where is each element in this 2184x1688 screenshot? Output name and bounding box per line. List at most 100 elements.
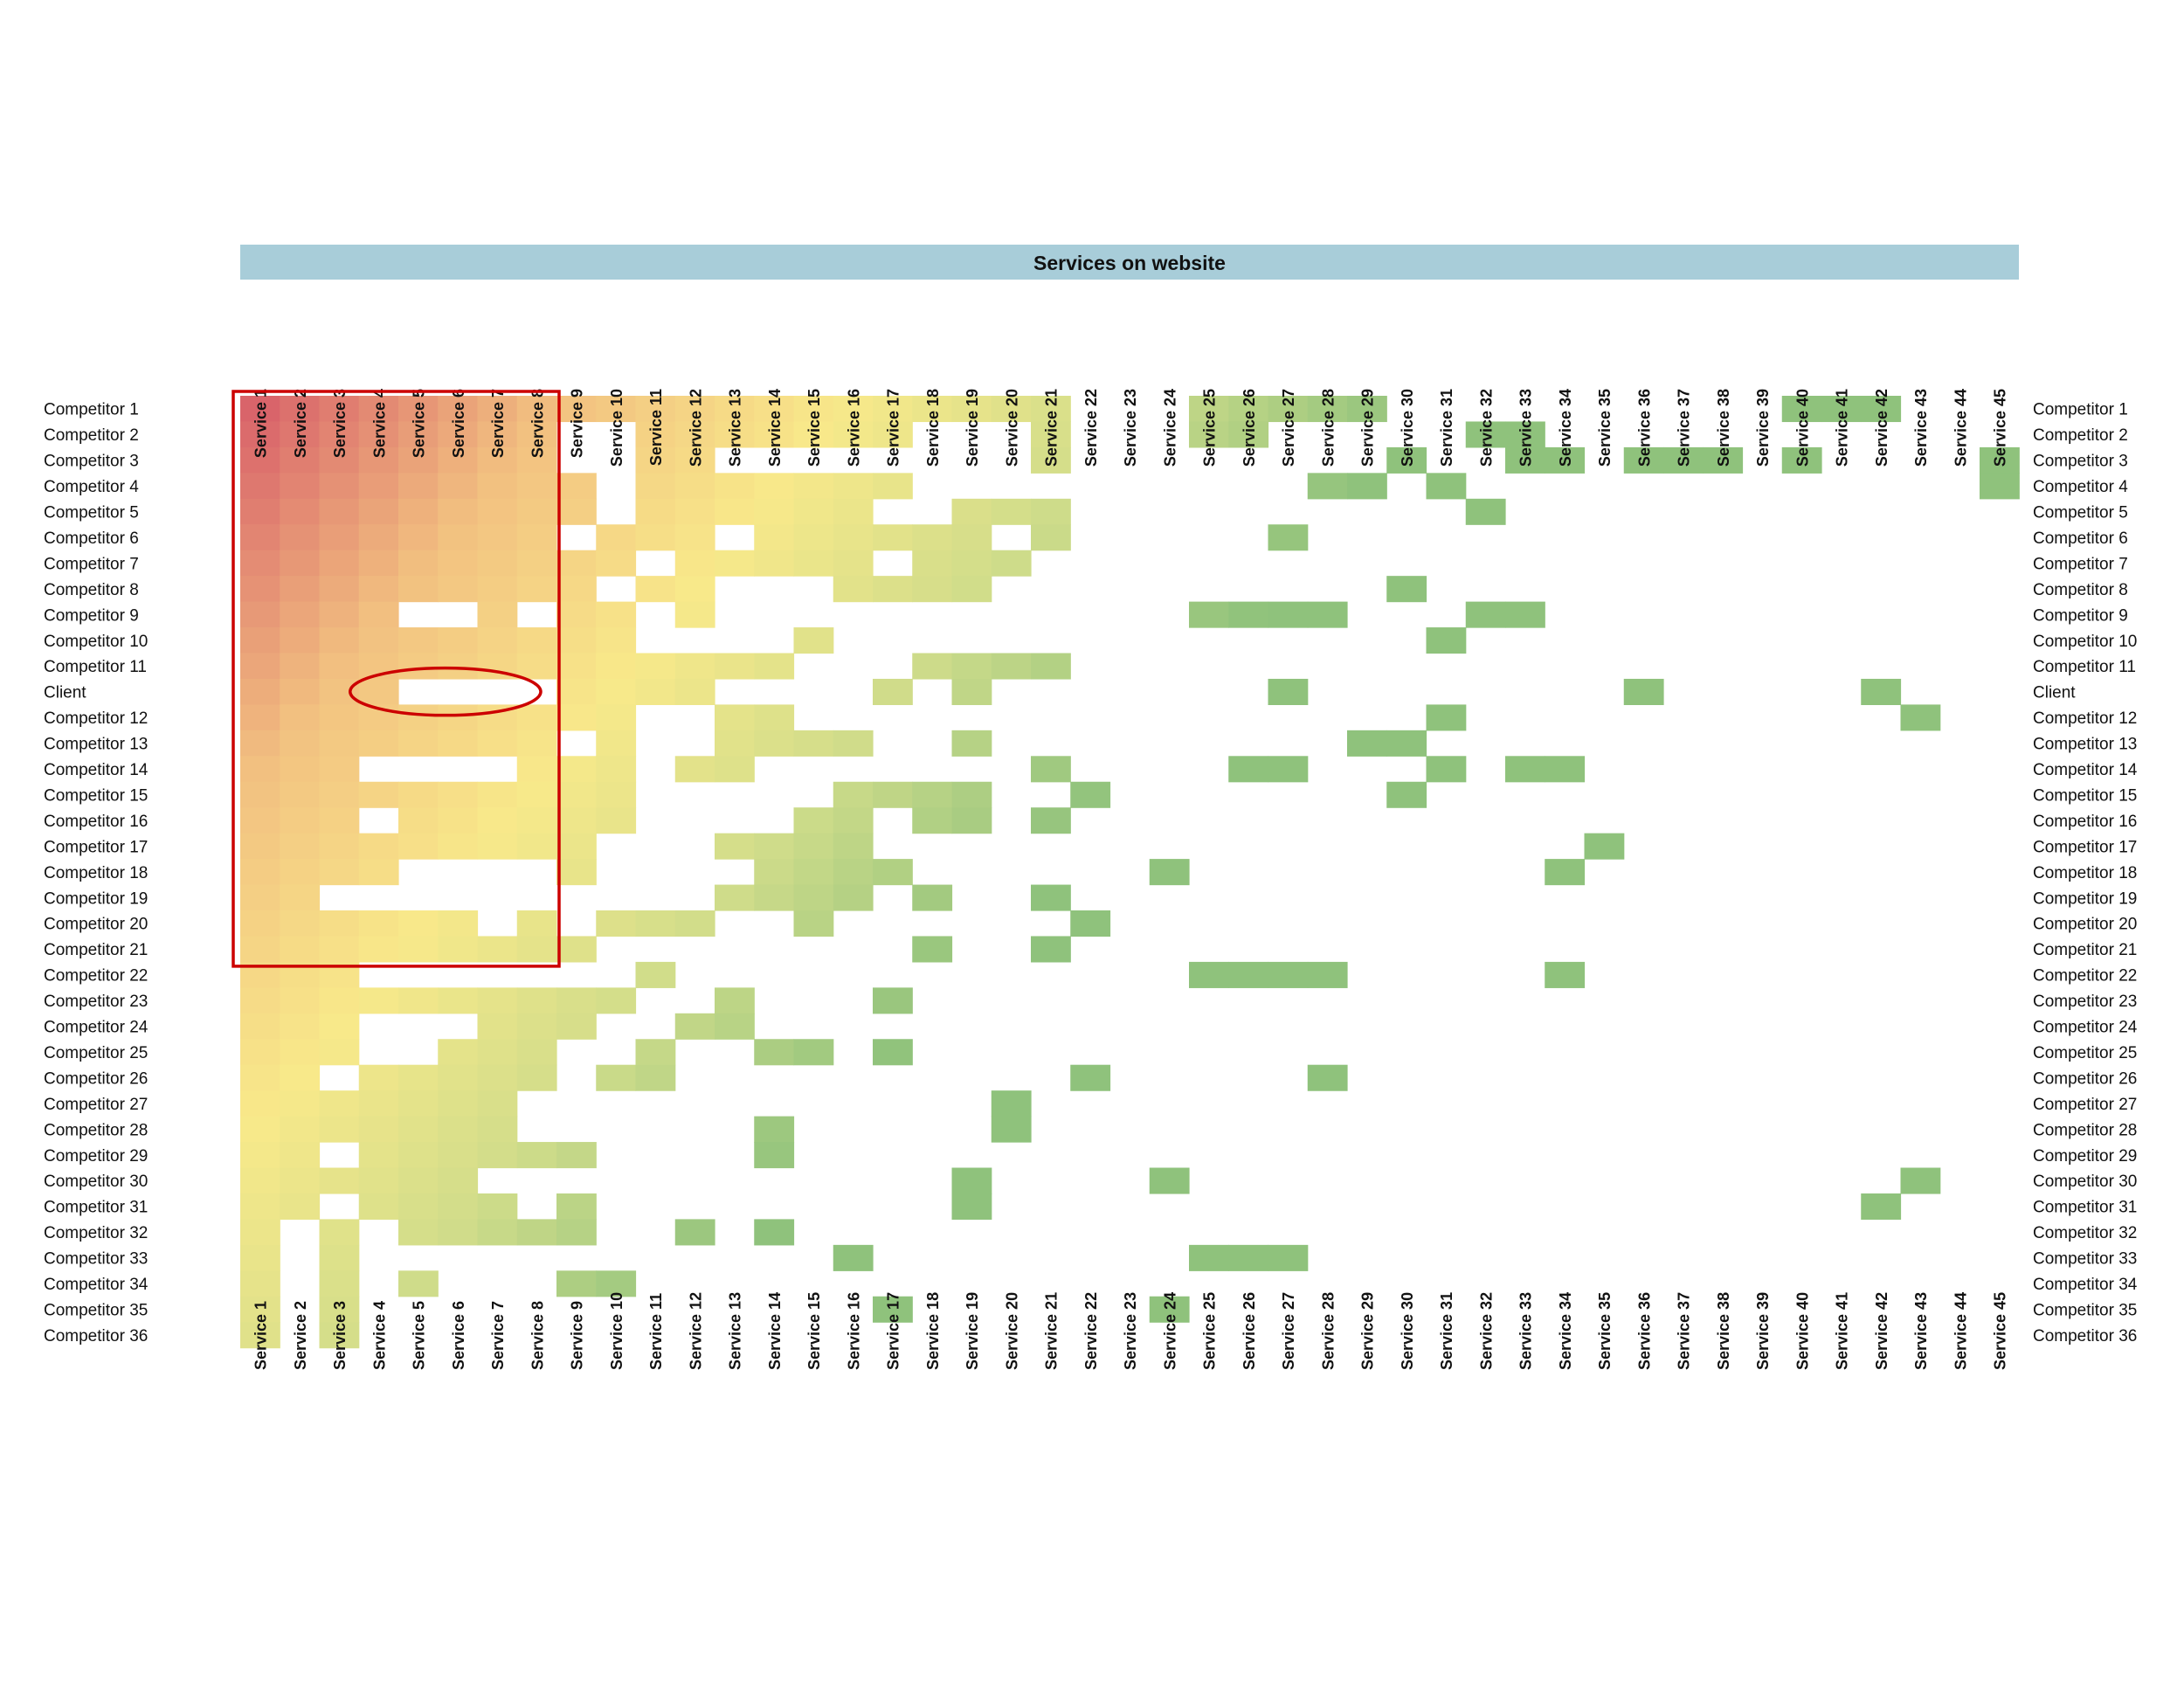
heatmap-cell [319, 1116, 360, 1143]
highlight-ellipse [349, 666, 543, 717]
heatmap-cell [1031, 653, 1071, 680]
column-label-top: Service 44 [1952, 389, 1969, 467]
heatmap-cell [280, 576, 321, 603]
row-label-left: Competitor 24 [44, 1019, 149, 1037]
heatmap-cell [1663, 446, 1704, 474]
heatmap-cell [754, 653, 795, 680]
column-label-bottom: Service 30 [1399, 1292, 1416, 1370]
row-label-left: Competitor 20 [44, 916, 148, 934]
heatmap-cell [477, 1116, 518, 1143]
heatmap-cell [438, 1142, 479, 1169]
heatmap-cell [398, 1064, 439, 1091]
row-label-right: Competitor 18 [2033, 864, 2137, 882]
heatmap-cell [319, 576, 360, 603]
heatmap-cell [951, 1167, 992, 1194]
heatmap-cell [240, 730, 280, 757]
heatmap-cell [516, 524, 557, 551]
heatmap-cell [280, 884, 321, 911]
row-label-left: Competitor 27 [44, 1096, 148, 1114]
heatmap-cell [951, 524, 992, 551]
row-label-right: Competitor 25 [2033, 1044, 2137, 1062]
heatmap-cell [319, 1296, 360, 1323]
heatmap-cell [438, 524, 479, 551]
heatmap-cell [319, 627, 360, 654]
heatmap-cell [477, 627, 518, 654]
heatmap-cell [1031, 756, 1071, 783]
heatmap-cell [715, 884, 755, 911]
heatmap-cell [715, 473, 755, 500]
column-label-top: Service 20 [1003, 389, 1020, 467]
heatmap-cell [280, 601, 321, 628]
heatmap-cell [596, 1270, 637, 1297]
heatmap-cell [358, 601, 399, 628]
column-label-bottom: Service 14 [766, 1292, 784, 1370]
heatmap-cell [240, 1116, 280, 1143]
heatmap-cell [280, 678, 321, 705]
column-label-top: Service 24 [1161, 389, 1178, 467]
heatmap-cell [1268, 601, 1309, 628]
heatmap-cell [833, 1244, 874, 1271]
heatmap-cell [635, 653, 676, 680]
row-label-right: Competitor 34 [2033, 1276, 2138, 1294]
heatmap-cell [240, 704, 280, 731]
heatmap-cell [674, 653, 715, 680]
column-label-bottom: Service 23 [1122, 1292, 1139, 1370]
heatmap-cell [754, 498, 795, 525]
heatmap-cell [280, 446, 321, 474]
heatmap-cell [398, 550, 439, 577]
heatmap-cell [556, 576, 597, 603]
title-bar [240, 245, 2019, 280]
heatmap-cell [358, 1064, 399, 1091]
heatmap-cell [477, 833, 518, 860]
heatmap-cell [240, 1244, 280, 1271]
row-label-right: Competitor 19 [2033, 889, 2137, 908]
column-label-bottom: Service 8 [529, 1301, 546, 1370]
column-label-top: Service 36 [1635, 389, 1653, 467]
heatmap-cell [754, 1142, 795, 1169]
heatmap-cell [438, 730, 479, 757]
heatmap-cell [991, 1116, 1032, 1143]
heatmap-cell [556, 1219, 597, 1246]
column-label-bottom: Service 24 [1161, 1292, 1178, 1370]
heatmap-cell [754, 1116, 795, 1143]
heatmap-cell [912, 807, 953, 834]
heatmap-cell [596, 524, 637, 551]
heatmap-cell [516, 1064, 557, 1091]
heatmap-cell [951, 498, 992, 525]
heatmap-cell [912, 653, 953, 680]
heatmap-cell [358, 1116, 399, 1143]
heatmap-cell [1189, 1244, 1229, 1271]
heatmap-cell [1465, 498, 1506, 525]
heatmap-cell [793, 833, 834, 860]
heatmap-cell [991, 1090, 1032, 1117]
heatmap-cell [1268, 756, 1309, 783]
heatmap-cell [1781, 446, 1822, 474]
heatmap-cell [438, 833, 479, 860]
heatmap-cell [873, 473, 913, 500]
heatmap-cell [358, 627, 399, 654]
heatmap-cell [1189, 421, 1229, 448]
heatmap-cell [240, 550, 280, 577]
column-label-top: Service 15 [805, 389, 823, 467]
heatmap-cell [280, 627, 321, 654]
heatmap-cell [793, 859, 834, 886]
heatmap-cell [754, 859, 795, 886]
heatmap-cell [991, 498, 1032, 525]
heatmap-cell [1900, 1167, 1941, 1194]
heatmap-cell [398, 1270, 439, 1297]
heatmap-cell [596, 781, 637, 808]
heatmap-cell [674, 1219, 715, 1246]
heatmap-cell [1031, 936, 1071, 963]
heatmap-cell [793, 550, 834, 577]
row-label-left: Competitor 31 [44, 1199, 148, 1217]
heatmap-cell [398, 1142, 439, 1169]
heatmap-cell [477, 601, 518, 628]
heatmap-cell [240, 833, 280, 860]
column-label-top: Service 21 [1043, 389, 1061, 467]
heatmap-cell [358, 1167, 399, 1194]
heatmap-cell [1861, 396, 1902, 423]
heatmap-cell [358, 936, 399, 963]
row-label-right: Competitor 4 [2033, 478, 2128, 496]
row-label-left: Competitor 26 [44, 1069, 148, 1088]
heatmap-cell [1307, 1064, 1348, 1091]
